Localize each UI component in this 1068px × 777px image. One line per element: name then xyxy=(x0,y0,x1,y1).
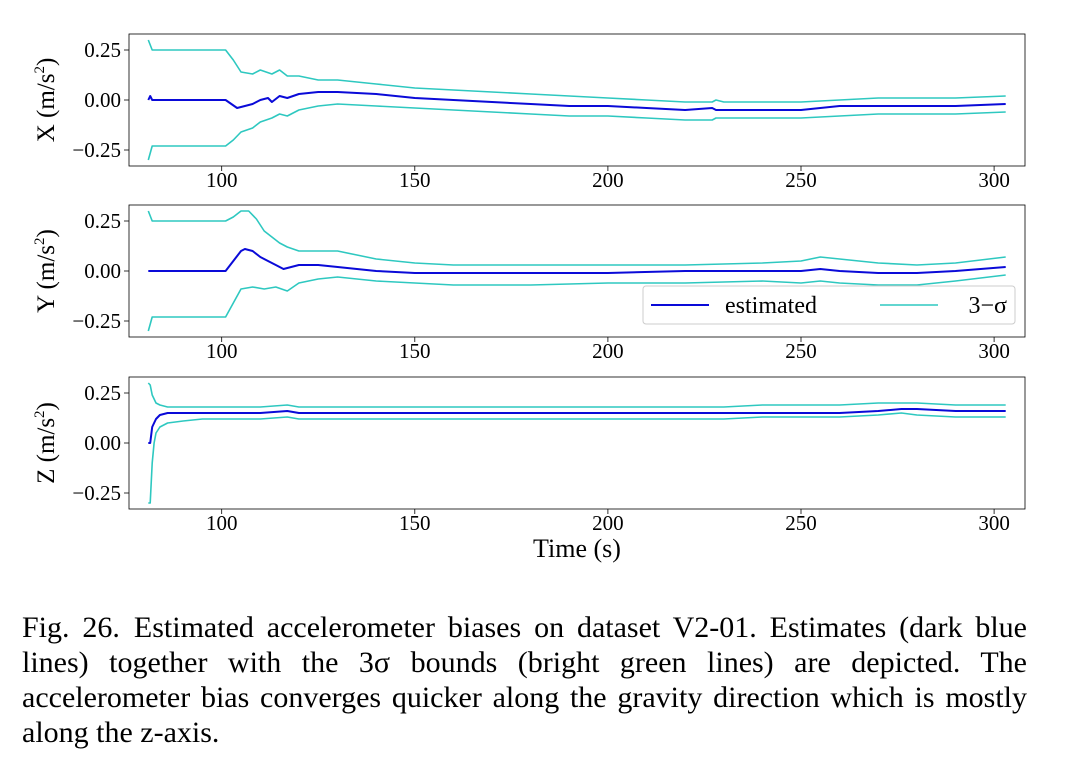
panel-1-y-tick-label: 0.00 xyxy=(84,259,121,283)
panel-1-series-estimated-line xyxy=(148,248,1006,274)
panel-2-y-tick-label: 0.25 xyxy=(84,381,121,405)
panel-2-x-axis-label: Time (s) xyxy=(533,534,621,563)
panel-1-x-tick-label: 300 xyxy=(978,339,1010,363)
panel-2-x-tick-label: 200 xyxy=(592,511,624,535)
panel-2-y-axis-label-close: ) xyxy=(33,402,60,410)
panel-0-x-tick-label: 200 xyxy=(592,168,624,192)
panel-0-series-sigma-upper-line xyxy=(147,39,1006,103)
panel-0-x-tick-label: 100 xyxy=(206,168,238,192)
panel-1-y-axis-label-exponent: 2 xyxy=(32,238,48,246)
panel-0-x-tick-label: 300 xyxy=(978,168,1010,192)
panel-2-series-estimated-line xyxy=(148,408,1006,444)
panel-y-bias: 100 150 200 250 300 0.25 0.00 −0.25 Y (m/s2) esti… xyxy=(32,204,1026,363)
panel-1-x-tick-label: 250 xyxy=(785,339,817,363)
panel-0-y-tick-label: 0.25 xyxy=(84,38,121,62)
panel-2-x-tick-label: 250 xyxy=(785,511,817,535)
panel-0-series-sigma-lower-line xyxy=(147,103,1006,161)
panel-0-x-tick-label: 150 xyxy=(399,168,431,192)
panel-2-y-axis-label-text: Z (m/s xyxy=(33,418,60,484)
panel-0-y-axis-label-text: X (m/s xyxy=(33,74,60,143)
panel-1-x-tick-label: 100 xyxy=(206,339,238,363)
panel-2-series-sigma-lower-line xyxy=(148,412,1006,504)
panel-2-axes-frame xyxy=(128,376,1026,510)
panel-2-x-tick-label: 300 xyxy=(978,511,1010,535)
panel-2-y-tick-label: 0.00 xyxy=(84,431,121,455)
legend-estimated-label: estimated xyxy=(725,293,817,319)
panel-2-y-axis-label: Z (m/s2) xyxy=(32,402,60,484)
panel-1-x-tick-label: 150 xyxy=(399,339,431,363)
panel-0-y-axis-label-exponent: 2 xyxy=(32,66,48,74)
panel-0-y-axis-label-close: ) xyxy=(33,58,60,66)
caption-text: Estimated accelerometer biases on datase… xyxy=(22,611,1027,749)
legend-box xyxy=(642,285,1016,325)
panel-1-y-axis-label-text: Y (m/s xyxy=(33,245,60,313)
panel-1-y-tick-label: −0.25 xyxy=(72,309,121,333)
panel-2-x-tick-label: 100 xyxy=(206,511,238,535)
panel-1-x-tick-label: 200 xyxy=(592,339,624,363)
panel-1-series-sigma-lower-line xyxy=(147,274,1006,332)
panel-x-bias: 100 150 200 250 300 0.25 0.00 −0.25 X (m/s2) xyxy=(32,33,1026,192)
panel-z-bias: 100 150 200 250 300 0.25 0.00 −0.25 Z (m/s2) Time… xyxy=(32,376,1026,563)
panel-0-y-axis-label: X (m/s2) xyxy=(32,58,60,143)
panel-1-series-sigma-upper-line xyxy=(147,210,1006,266)
panel-2-x-tick-label: 150 xyxy=(399,511,431,535)
figure-caption: Fig. 26. Estimated accelerometer biases o… xyxy=(22,610,1027,750)
panel-1-y-axis-label: Y (m/s2) xyxy=(32,229,60,313)
panel-1-y-axis-label-close: ) xyxy=(33,229,60,237)
panel-0-y-tick-label: 0.00 xyxy=(84,88,121,112)
legend-sigma-label: 3−σ xyxy=(969,293,1008,319)
panel-2-y-axis-label-exponent: 2 xyxy=(32,410,48,418)
panel-0-x-tick-label: 250 xyxy=(785,168,817,192)
caption-label: Fig. 26. xyxy=(22,611,120,644)
panel-2-y-tick-label: −0.25 xyxy=(72,481,121,505)
panel-0-series-estimated-line xyxy=(147,91,1006,111)
panel-1-y-tick-label: 0.25 xyxy=(84,209,121,233)
panel-2-series-sigma-upper-line xyxy=(147,382,1006,408)
panel-0-y-tick-label: −0.25 xyxy=(72,138,121,162)
